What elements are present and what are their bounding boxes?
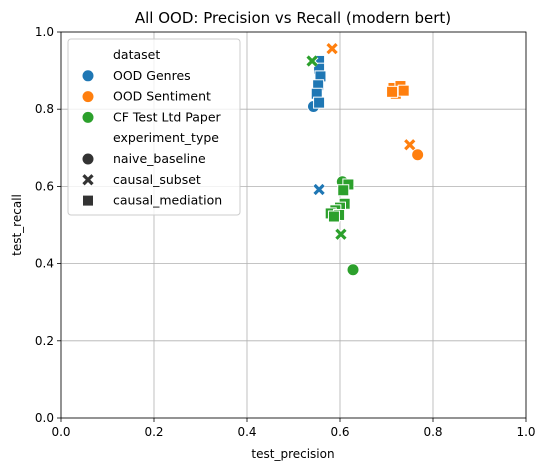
x-tick-label: 0.8 <box>423 425 442 439</box>
legend-entry-dataset: CF Test Ltd Paper <box>113 109 222 124</box>
chart-title: All OOD: Precision vs Recall (modern ber… <box>135 9 451 27</box>
legend: dataset OOD Genres OOD Sentiment CF Test Lt… <box>67 38 241 216</box>
legend-hue-title: dataset <box>113 47 160 62</box>
y-tick-label: 0.6 <box>35 179 54 193</box>
x-axis-label: test_precision <box>251 447 334 461</box>
plot-area-frame <box>60 31 527 419</box>
legend-box <box>67 38 241 216</box>
point-x <box>325 42 339 55</box>
legend-marker-x <box>81 173 95 187</box>
point-circle <box>411 148 425 162</box>
data-points <box>305 42 425 277</box>
legend-entry-dataset: OOD Genres <box>113 68 191 83</box>
legend-entry-experiment-type: naive_baseline <box>113 151 206 166</box>
point-x-stroke <box>306 55 318 67</box>
point-x <box>334 227 348 241</box>
point-x <box>403 138 417 151</box>
y-tick-label: 0.8 <box>35 102 54 116</box>
legend-marker-x-stroke <box>82 174 94 186</box>
x-tick-label: 0.2 <box>144 425 163 439</box>
legend-marker-circle <box>81 110 95 124</box>
legend-entry-dataset: OOD Sentiment <box>113 89 211 104</box>
legend-marker-square <box>82 194 94 207</box>
x-tick-label: 0.4 <box>237 425 256 439</box>
point-circle <box>346 263 360 277</box>
point-x <box>312 183 326 196</box>
y-axis-label: test_recall <box>10 194 24 256</box>
point-square <box>386 85 399 98</box>
y-tick-label: 0.2 <box>35 334 54 348</box>
point-x-stroke <box>335 228 347 240</box>
legend-marker-circle <box>81 69 95 83</box>
point-square <box>397 84 410 97</box>
legend-entry-experiment-type: causal_subset <box>113 172 201 187</box>
point-square <box>337 184 350 197</box>
legend-style-title: experiment_type <box>113 130 219 145</box>
point-x <box>305 54 319 68</box>
y-axis-ticks: 0.0 0.2 0.4 0.6 0.8 1.0 <box>35 25 61 425</box>
legend-marker-circle <box>81 152 95 166</box>
x-tick-label: 0.6 <box>330 425 349 439</box>
x-axis-ticks: 0.0 0.2 0.4 0.6 0.8 1.0 <box>51 418 536 439</box>
legend-entry-experiment-type: causal_mediation <box>113 193 222 208</box>
point-x-stroke <box>313 183 325 196</box>
y-tick-label: 0.4 <box>35 257 54 271</box>
legend-marker-circle <box>81 90 95 104</box>
x-tick-label: 1.0 <box>516 425 535 439</box>
point-x-stroke <box>404 139 416 151</box>
y-tick-label: 0.0 <box>35 411 54 425</box>
x-tick-label: 0.0 <box>51 425 70 439</box>
point-square <box>327 210 340 223</box>
y-tick-label: 1.0 <box>35 25 54 39</box>
point-x-stroke <box>326 42 338 55</box>
point-square <box>313 96 326 109</box>
